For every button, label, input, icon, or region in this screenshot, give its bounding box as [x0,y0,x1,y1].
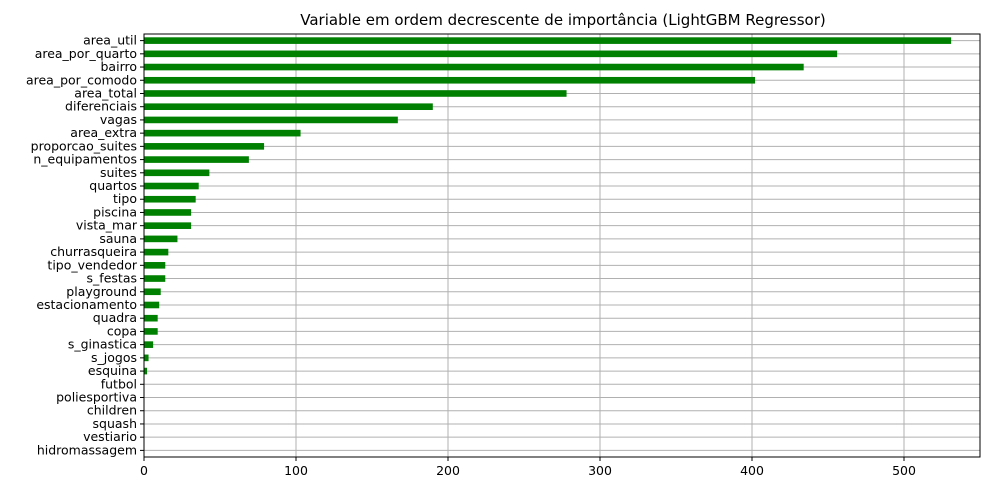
y-tick-label: bairro [101,59,138,74]
grid-layer [143,34,980,457]
bar [144,103,433,111]
x-tick-label: 0 [140,463,148,478]
y-tick-label: tipo_vendedor [47,257,137,272]
y-tick-label: sauna [99,231,137,246]
y-tick-label: squash [93,416,137,431]
bar [144,116,398,124]
y-tick-label: s_jogos [91,350,137,365]
bar [144,129,301,137]
bar [144,169,210,177]
bar [144,143,265,150]
y-tick-label: churrasqueira [50,244,137,259]
y-tick-label: n_equipamentos [33,152,137,167]
y-tick-label: vestiario [83,429,137,444]
bar [144,209,192,216]
axis-layer: area_utilarea_por_quartobairroarea_por_c… [26,33,916,478]
y-tick-label: area_extra [70,125,137,140]
y-tick-label: vista_mar [76,218,138,233]
y-tick-label: copa [107,323,137,338]
y-tick-label: s_festas [87,271,137,286]
y-tick-label: area_por_quarto [35,46,137,61]
y-tick-label: diferenciais [65,99,137,114]
y-tick-label: playground [66,284,137,299]
bar [144,76,756,84]
bar [144,367,148,375]
y-tick-label: poliesportiva [56,390,137,405]
bar [144,248,169,256]
bar [144,182,199,190]
y-tick-label: vagas [100,112,137,127]
bar [144,354,149,362]
x-tick-label: 400 [740,463,764,478]
bar [144,37,952,44]
chart-title: Variable em ordem decrescente de importâ… [300,11,825,29]
y-tick-label: s_ginastica [68,337,137,352]
y-tick-label: futbol [101,376,137,391]
y-tick-label: children [87,403,137,418]
x-tick-label: 100 [284,463,308,478]
plot-frame [143,33,981,458]
x-tick-label: 200 [436,463,460,478]
y-tick-label: area_total [74,85,137,100]
bar [144,222,192,229]
bar [144,341,154,348]
y-tick-label: area_util [83,33,137,48]
y-tick-label: proporcao_suites [31,138,137,153]
y-tick-label: tipo [113,191,137,206]
x-tick-label: 300 [588,463,612,478]
y-tick-label: esquina [88,363,137,378]
bar [144,262,166,269]
y-tick-label: quadra [93,310,137,325]
y-tick-label: quartos [89,178,137,193]
bar [144,301,160,309]
bar [144,275,166,282]
bar [144,50,838,58]
x-tick-label: 500 [892,463,916,478]
bar [144,314,158,322]
bar-layer [144,37,952,375]
bar [144,235,178,243]
bar [144,156,249,163]
y-tick-label: piscina [93,204,137,219]
y-tick-label: area_por_comodo [26,72,137,87]
bar [144,90,567,97]
bar [144,195,196,203]
y-tick-label: hidromassagem [37,442,137,457]
bar [144,63,804,71]
y-tick-label: suites [100,165,137,180]
bar [144,288,161,296]
y-tick-label: estacionamento [36,297,137,312]
bar [144,328,158,335]
